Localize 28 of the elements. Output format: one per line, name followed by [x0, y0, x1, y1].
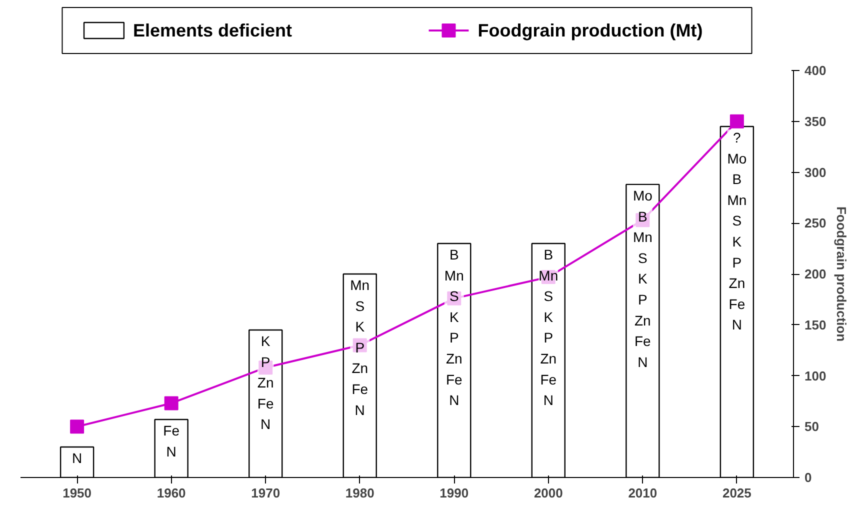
y-tick-label: 400 — [804, 63, 826, 78]
text: ? Mo B Mn S K P Zn Fe N — [727, 129, 747, 333]
x-tick-label: 2000 — [534, 486, 563, 500]
y-tick-label: 100 — [804, 368, 826, 384]
y-tick-label: 250 — [804, 216, 826, 231]
data-label: Fe N — [163, 422, 180, 460]
y-tick-label: 0 — [804, 470, 812, 485]
x-tick-label: 1980 — [345, 486, 374, 500]
text: Mo B Mn S K P Zn Fe N — [632, 187, 652, 370]
legend-label: Elements deficient — [133, 20, 292, 40]
y-axis-title: Foodgrain production — [834, 206, 850, 342]
data-label: B Mn S K P Zn Fe N — [444, 246, 464, 408]
x-tick-label: 2025 — [722, 486, 752, 500]
x-tick-label: 1990 — [440, 486, 469, 500]
y-tick-label: 150 — [804, 317, 826, 332]
x-tick-label: 2010 — [628, 486, 658, 500]
y-tick-label: 200 — [804, 266, 826, 282]
x-tick-label: 1950 — [62, 486, 92, 500]
data-label: N — [72, 450, 82, 466]
y-tick-label: 350 — [804, 114, 826, 129]
x-tick-label: 1960 — [156, 486, 186, 500]
data-label: K P Zn Fe N — [257, 332, 274, 432]
y-tick-label: 300 — [804, 164, 826, 180]
data-label: B Mn S K P Zn Fe N — [538, 246, 558, 408]
y-tick-label: 50 — [804, 419, 819, 434]
data-label: Mn S K P Zn Fe N — [350, 277, 370, 418]
x-tick-label: 1970 — [251, 486, 280, 500]
legend-label: Foodgrain production (Mt) — [478, 20, 703, 40]
